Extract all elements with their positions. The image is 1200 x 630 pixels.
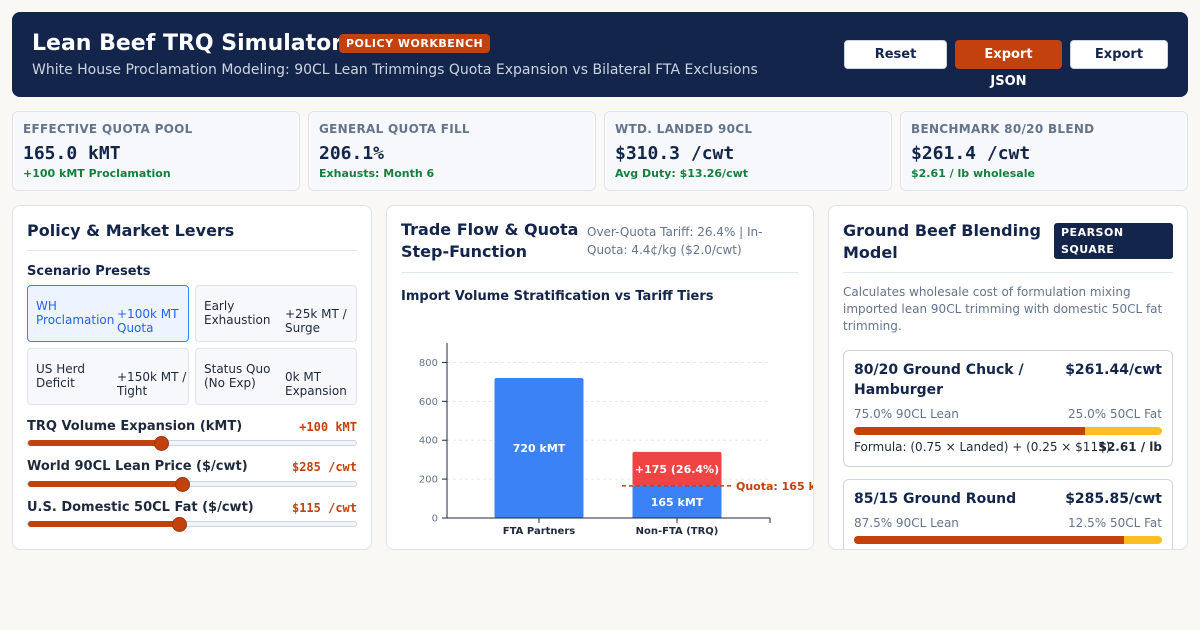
recipe-name: 85/15 Ground Round [854,491,1017,507]
bar-label-fta: 720 kMT [513,442,566,455]
export-json-button[interactable]: Export JSON [955,40,1062,89]
trq-volume-slider[interactable] [27,436,357,451]
recipe-card-85-15: 85/15 Ground Round $285.85/cwt 87.5% 90C… [843,479,1173,549]
kpi-value: 165.0 kMT [23,143,121,164]
tariff-subtitle: Over-Quota Tariff: 26.4% | In-Quota: 4.4… [587,225,763,257]
recipe-price: $285.85/cwt [1065,491,1162,507]
trade-flow-chart: 0 200 400 600 800 720 kMT 165 kMT +175 (26.4%) Q… [419,343,814,537]
preset-desc: 0k MT Expansion [285,370,347,398]
bar-label-over-quota: +175 (26.4%) [635,463,719,476]
bar-over-quota [632,451,722,486]
app-header: Lean Beef TRQ Simulator POLICY WORKBENCH… [12,12,1188,97]
y-tick-label: 600 [419,397,438,408]
preset-status-quo[interactable]: Status Quo (No Exp) 0k MT Expansion [195,348,357,405]
slider-thumb[interactable] [171,517,187,532]
kpi-subtext: +100 kMT Proclamation [23,167,171,180]
blend-ratio-bar [854,536,1162,544]
preset-name: Early Exhaustion [204,299,271,327]
slider-thumb[interactable] [153,436,169,451]
recipe-lean-share: 87.5% 90CL Lean [854,516,959,530]
trade-flow-panel: Trade Flow & Quota Step-Function Over-Qu… [386,205,814,550]
y-tick-label: 200 [419,475,438,486]
blending-title: Ground Beef Blending Model [843,221,1041,262]
y-tick-label: 800 [419,358,438,369]
scenario-presets-label: Scenario Presets [27,264,151,279]
policy-workbench-badge: POLICY WORKBENCH [339,34,491,53]
blending-panel: Ground Beef Blending Model PEARSON SQUAR… [828,205,1188,550]
slider-fill [28,481,183,487]
lean-share-fill [854,536,1124,544]
preset-desc: +150k MT / Tight [117,370,187,398]
pearson-square-badge: PEARSON SQUARE [1054,223,1173,259]
blending-description: Calculates wholesale cost of formulation… [843,285,1163,333]
divider [27,250,357,251]
kpi-value: 206.1% [319,143,385,164]
recipe-per-lb: $2.61 / lb [1098,440,1162,454]
kpi-effective-quota-pool: EFFECTIVE QUOTA POOL 165.0 kMT +100 kMT … [12,111,300,191]
recipe-card-80-20: 80/20 Ground Chuck / Hamburger $261.44/c… [843,350,1173,467]
y-tick-label: 0 [432,514,438,525]
trq-volume-value: +100 kMT [299,420,357,434]
preset-us-herd-deficit[interactable]: US Herd Deficit +150k MT / Tight [27,348,189,405]
trq-volume-label: TRQ Volume Expansion (kMT) [27,419,243,434]
levers-title: Policy & Market Levers [27,221,235,240]
kpi-label: WTD. LANDED 90CL [615,122,753,136]
lean-share-fill [854,427,1085,435]
kpi-general-quota-fill: GENERAL QUOTA FILL 206.1% Exhausts: Mont… [308,111,596,191]
domestic-fat-slider[interactable] [27,517,357,532]
preset-wh-proclamation[interactable]: WH Proclamation +100k MT Quota [27,285,189,342]
preset-name: Status Quo (No Exp) [204,362,271,390]
kpi-subtext: $2.61 / lb wholesale [911,167,1035,180]
export-csv-button[interactable]: Export CSV [1070,40,1168,89]
kpi-label: BENCHMARK 80/20 BLEND [911,122,1095,136]
bar-fta-partners [494,378,584,518]
levers-panel: Policy & Market Levers Scenario Presets … [12,205,372,550]
recipe-name: 80/20 Ground Chuck / Hamburger [854,362,1024,398]
preset-desc: +25k MT / Surge [285,307,347,335]
divider [843,272,1173,273]
x-tick-label: FTA Partners [503,526,575,537]
reset-model-button[interactable]: Reset Model [844,40,947,89]
chart-title: Import Volume Stratification vs Tariff T… [401,289,714,304]
kpi-label: EFFECTIVE QUOTA POOL [23,122,193,136]
slider-thumb[interactable] [175,477,191,492]
kpi-subtext: Exhausts: Month 6 [319,167,435,180]
preset-desc: +100k MT Quota [117,307,179,335]
recipe-fat-share: 12.5% 50CL Fat [1068,516,1162,530]
kpi-value: $310.3 /cwt [615,143,735,164]
kpi-weighted-landed-90cl: WTD. LANDED 90CL $310.3 /cwt Avg Duty: $… [604,111,892,191]
bar-in-quota [632,485,722,518]
recipe-fat-share: 25.0% 50CL Fat [1068,407,1162,421]
world-lean-price-value: $285 /cwt [291,460,357,474]
recipe-formula: Formula: (0.75 × Landed) + (0.25 × $115) [854,440,1111,454]
domestic-fat-label: U.S. Domestic 50CL Fat ($/cwt) [27,500,254,515]
app-title: Lean Beef TRQ Simulator [32,31,343,56]
bar-label-in-quota: 165 kMT [651,496,704,509]
world-lean-price-label: World 90CL Lean Price ($/cwt) [27,459,248,474]
recipe-price: $261.44/cwt [1065,362,1162,378]
domestic-fat-value: $115 /cwt [291,501,357,515]
slider-fill [28,521,179,527]
kpi-label: GENERAL QUOTA FILL [319,122,470,136]
kpi-value: $261.4 /cwt [911,143,1031,164]
kpi-benchmark-blend: BENCHMARK 80/20 BLEND $261.4 /cwt $2.61 … [900,111,1188,191]
y-tick-label: 400 [419,436,438,447]
kpi-subtext: Avg Duty: $13.26/cwt [615,167,749,180]
divider [401,272,799,273]
app-subtitle: White House Proclamation Modeling: 90CL … [32,62,758,78]
world-lean-price-slider[interactable] [27,477,357,492]
slider-fill [28,440,161,446]
x-tick-label: Non-FTA (TRQ) [636,526,719,537]
preset-early-exhaustion[interactable]: Early Exhaustion +25k MT / Surge [195,285,357,342]
quota-line-label: Quota: 165 kMT [736,480,814,493]
trade-flow-title: Trade Flow & Quota Step-Function [401,220,579,261]
preset-name: WH Proclamation [36,299,115,327]
recipe-lean-share: 75.0% 90CL Lean [854,407,959,421]
preset-name: US Herd Deficit [36,362,85,390]
blend-ratio-bar [854,427,1162,435]
